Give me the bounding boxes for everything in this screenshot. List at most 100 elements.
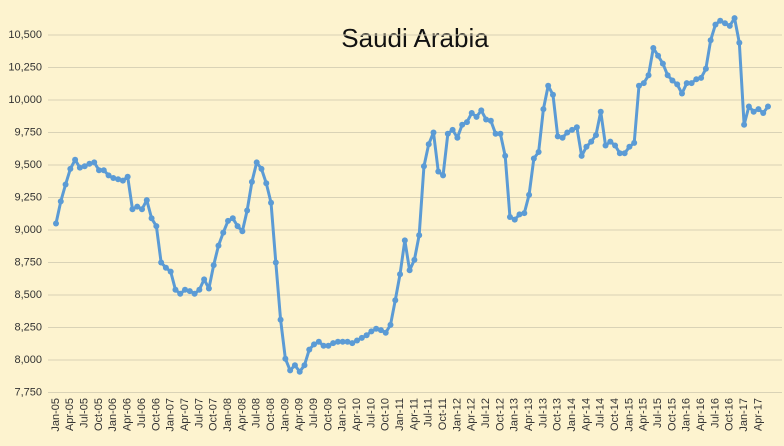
data-point — [167, 268, 174, 275]
y-tick-label: 7,750 — [14, 386, 42, 398]
data-point — [124, 173, 131, 180]
data-point — [497, 130, 504, 137]
data-point — [416, 232, 423, 239]
x-tick-label: Apr-05 — [64, 398, 76, 431]
data-point — [454, 134, 461, 141]
data-point — [540, 106, 547, 113]
data-point — [139, 206, 146, 213]
data-point — [91, 159, 98, 166]
data-point — [86, 160, 93, 167]
data-point — [311, 341, 318, 348]
data-point — [248, 178, 255, 185]
data-point — [205, 285, 212, 292]
y-tick-label: 8,000 — [14, 354, 42, 366]
data-point — [72, 156, 79, 163]
x-tick-label: Jul-11 — [423, 398, 435, 427]
x-tick-label: Jul-06 — [136, 398, 148, 428]
x-tick-label: Apr-16 — [695, 398, 707, 431]
data-point — [526, 191, 533, 198]
x-tick-label: Oct-08 — [265, 398, 277, 431]
data-point — [530, 155, 537, 162]
x-tick-label: Jul-13 — [537, 398, 549, 428]
data-point — [196, 286, 203, 293]
data-point — [683, 80, 690, 87]
data-point — [363, 332, 370, 339]
data-point — [698, 74, 705, 81]
data-point — [397, 271, 404, 278]
data-point — [569, 126, 576, 133]
data-point — [239, 228, 246, 235]
x-tick-label: Jan-15 — [623, 398, 635, 432]
x-tick-label: Jan-16 — [681, 398, 693, 432]
data-point — [674, 81, 681, 88]
data-point — [760, 110, 767, 116]
data-point — [588, 138, 595, 145]
x-tick-label: Jan-08 — [222, 398, 234, 432]
x-tick-label: Oct-09 — [322, 398, 334, 431]
data-point — [755, 106, 762, 113]
data-point — [325, 342, 332, 349]
x-tick-label: Apr-12 — [466, 398, 478, 431]
data-point — [707, 37, 714, 44]
x-tick-label: Jan-14 — [566, 398, 578, 432]
data-point — [511, 216, 518, 223]
data-point — [105, 172, 112, 179]
data-point — [664, 72, 671, 79]
x-tick-label: Apr-10 — [351, 398, 363, 431]
y-tick-label: 10,000 — [8, 94, 42, 106]
data-point — [554, 133, 561, 140]
x-tick-label: Jan-09 — [279, 398, 291, 432]
y-tick-label: 9,000 — [14, 224, 42, 236]
x-tick-label: Apr-06 — [122, 398, 134, 431]
data-point — [339, 338, 346, 345]
y-tick-label: 9,750 — [14, 126, 42, 138]
data-point — [478, 107, 485, 114]
data-point — [612, 142, 619, 149]
x-tick-label: Oct-13 — [552, 398, 564, 431]
data-point — [315, 338, 322, 345]
data-line — [54, 16, 770, 374]
data-point — [659, 60, 666, 67]
data-point — [153, 223, 160, 230]
data-point — [344, 338, 351, 345]
data-point — [119, 177, 126, 184]
data-point — [621, 150, 628, 157]
data-point — [640, 80, 647, 87]
data-point — [201, 276, 208, 283]
x-tick-label: Jan-05 — [50, 398, 62, 432]
data-point — [726, 22, 733, 29]
y-tick-label: 10,250 — [8, 61, 42, 73]
data-point — [750, 108, 757, 115]
data-point — [549, 91, 556, 98]
data-point — [377, 327, 384, 334]
data-point — [616, 150, 623, 157]
x-tick-label: Apr-07 — [179, 398, 191, 431]
data-point — [564, 129, 571, 136]
data-point — [463, 119, 470, 126]
x-tick-label: Jan-13 — [509, 398, 521, 432]
data-point — [100, 167, 107, 174]
x-tick-label: Oct-11 — [437, 398, 449, 430]
data-point — [411, 256, 418, 263]
data-point — [650, 45, 657, 51]
data-point — [287, 367, 294, 374]
data-point — [717, 17, 724, 24]
data-point — [607, 138, 614, 145]
data-point — [583, 143, 590, 150]
y-tick-label: 9,500 — [14, 159, 42, 171]
data-point — [506, 214, 513, 220]
data-point — [253, 159, 260, 166]
data-point — [53, 220, 59, 227]
data-point — [392, 297, 399, 304]
x-tick-label: Jul-14 — [595, 398, 607, 428]
data-point — [115, 176, 122, 183]
data-point — [210, 262, 217, 269]
data-point — [81, 163, 88, 170]
x-tick-label: Apr-09 — [294, 398, 306, 431]
data-point — [296, 368, 303, 375]
data-point — [468, 110, 475, 116]
data-point — [487, 117, 494, 124]
data-point — [234, 223, 241, 230]
data-point — [76, 164, 83, 171]
